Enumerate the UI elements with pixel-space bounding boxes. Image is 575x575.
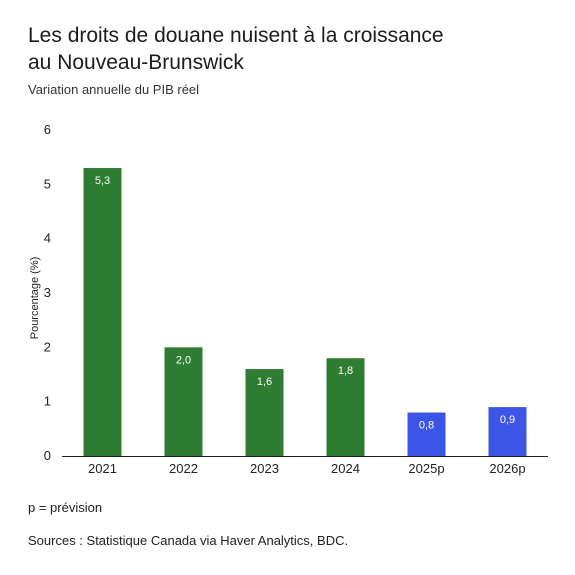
data-label: 0,8 <box>419 420 434 432</box>
y-tick-label: 0 <box>44 448 51 463</box>
x-tick-label: 2022 <box>169 461 198 476</box>
bar-2023 <box>245 369 284 456</box>
bar-2024 <box>326 358 365 456</box>
source-note: Sources : Statistique Canada via Haver A… <box>28 533 349 548</box>
bar-2022 <box>164 347 203 456</box>
y-axis-label: Pourcentage (%) <box>29 257 41 340</box>
x-tick-label: 2025p <box>408 461 444 476</box>
chart-title: Les droits de douane nuisent à la croiss… <box>28 22 548 76</box>
bar-2021 <box>83 168 122 457</box>
bar-2026p <box>488 407 527 456</box>
x-axis-ticks: 2021 2022 2023 2024 2025p 2026p <box>88 461 526 476</box>
x-tick-label: 2026p <box>489 461 525 476</box>
chart-title-line-1: Les droits de douane nuisent à la croiss… <box>28 24 444 47</box>
y-tick-label: 4 <box>44 231 51 246</box>
bar-2025p <box>407 412 446 456</box>
y-tick-label: 6 <box>44 122 51 137</box>
y-tick-label: 3 <box>44 285 51 300</box>
data-label: 5,3 <box>95 175 110 187</box>
y-axis-ticks: 0 1 2 3 4 5 6 <box>44 122 51 463</box>
y-tick-label: 1 <box>44 394 51 409</box>
y-tick-label: 5 <box>44 176 51 191</box>
footnote: p = prévision <box>28 500 103 515</box>
x-tick-label: 2024 <box>331 461 360 476</box>
bars: 5,3 2,0 1,6 1,8 0,8 0,9 <box>83 168 527 457</box>
data-label: 1,6 <box>257 376 272 388</box>
x-tick-label: 2023 <box>250 461 279 476</box>
chart-subtitle: Variation annuelle du PIB réel <box>28 82 200 97</box>
chart-title-line-2: au Nouveau-Brunswick <box>28 51 244 74</box>
data-label: 0,9 <box>500 414 515 426</box>
data-label: 2,0 <box>176 354 191 366</box>
data-label: 1,8 <box>338 365 353 377</box>
y-tick-label: 2 <box>44 339 51 354</box>
x-tick-label: 2021 <box>88 461 117 476</box>
